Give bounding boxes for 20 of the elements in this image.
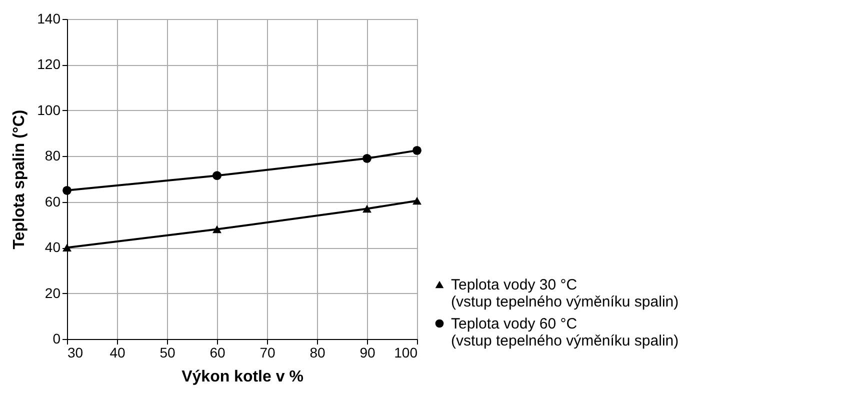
- y-tick-label: 60: [44, 193, 61, 210]
- x-tick-label: 90: [360, 344, 376, 360]
- x-tick-label: 70: [260, 344, 276, 360]
- x-axis-title: Výkon kotle v %: [182, 368, 304, 386]
- legend-label: Teplota vody 60 °C (vstup tepelného výměníku spalin): [451, 316, 679, 350]
- x-tick-label: 80: [310, 344, 326, 360]
- y-tick-label: 80: [44, 148, 61, 164]
- x-tick-label: 60: [210, 344, 226, 360]
- x-tick-label: 50: [160, 344, 176, 360]
- x-tick-label: 30: [68, 344, 84, 360]
- x-tick-label: 100: [394, 344, 418, 360]
- y-axis-title: Teplota spalin (°C): [11, 110, 28, 250]
- legend-label: Teplota vody 30 °C (vstup tepelného výměníku spalin): [451, 276, 679, 310]
- y-tick-label: 100: [37, 102, 61, 118]
- y-tick-label: 20: [44, 284, 61, 301]
- y-tick-label: 0: [52, 330, 61, 346]
- x-tick-label: 40: [110, 344, 126, 360]
- y-tick-label: 140: [37, 10, 61, 26]
- y-tick-label: 40: [44, 239, 61, 256]
- y-tick-label: 120: [37, 56, 61, 72]
